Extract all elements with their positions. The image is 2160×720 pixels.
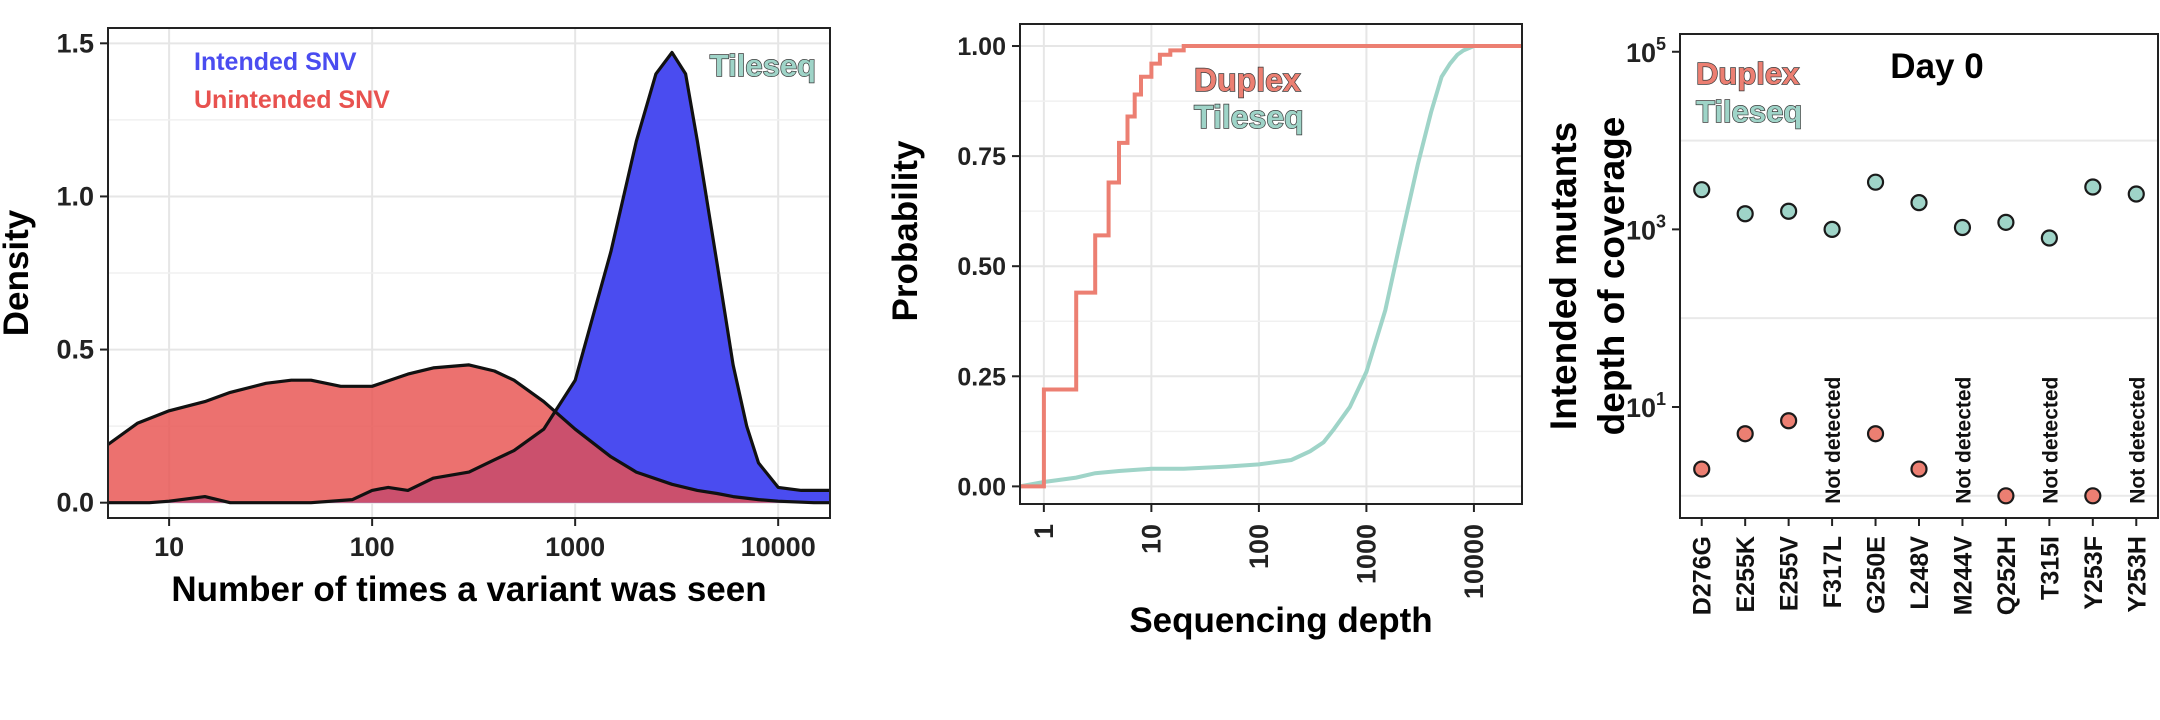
coverage-x-tick-label: Y253H xyxy=(2123,536,2151,612)
coverage-title: Day 0 xyxy=(1890,47,1983,86)
coverage-y-tick-label: 101 xyxy=(1626,389,1666,423)
coverage-y-tick-label: 103 xyxy=(1626,211,1666,245)
density-y-tick-label: 0.5 xyxy=(56,335,94,365)
density-ticks: 10 100 1000 10000 0.0 0.5 1.0 1.5 xyxy=(56,28,815,562)
density-y-axis-label: Density xyxy=(0,209,36,336)
density-x-axis-label: Number of times a variant was seen xyxy=(171,570,766,609)
density-legend-intended: Intended SNV xyxy=(194,48,357,76)
density-y-tick-label: 1.0 xyxy=(56,181,94,211)
coverage-point-tileseq xyxy=(2084,178,2102,196)
density-frame xyxy=(107,27,831,519)
coverage-point-tileseq xyxy=(1780,202,1798,220)
ecdf-line-tileseq xyxy=(1019,44,1522,489)
coverage-point-tileseq xyxy=(2127,185,2145,203)
coverage-point-duplex xyxy=(1866,425,1885,443)
ecdf-line-duplex xyxy=(1020,44,1522,489)
density-area-unintended xyxy=(108,364,830,503)
density-outline-intended xyxy=(108,50,830,505)
ecdf-y-tick-label: 0.50 xyxy=(957,253,1006,281)
coverage-panel: Not detected Not detected Not detected Not … xyxy=(1543,33,2159,615)
coverage-point-tileseq xyxy=(1953,218,1972,237)
density-y-tick-label: 0.0 xyxy=(56,488,94,518)
ecdf-x-tick-label: 100 xyxy=(1244,524,1274,569)
density-x-tick-label: 1000 xyxy=(545,532,605,562)
coverage-x-tick-label: Q252H xyxy=(1993,536,2021,615)
ecdf-frame xyxy=(1019,23,1523,505)
density-legend-unintended: Unintended SNV xyxy=(194,86,390,114)
ecdf-legend-duplex: Duplex xyxy=(1194,62,1301,98)
ecdf-lines xyxy=(1019,44,1522,489)
coverage-not-detected-label: Not detected xyxy=(2126,377,2149,504)
coverage-grid xyxy=(1680,139,2158,497)
coverage-marks: Not detected Not detected Not detected Not … xyxy=(1693,173,2149,505)
density-y-tick-label: 1.5 xyxy=(56,28,94,58)
density-x-tick-label: 10 xyxy=(154,532,184,562)
coverage-point-duplex xyxy=(2084,487,2102,505)
coverage-y-tick-label: 105 xyxy=(1626,34,1666,68)
density-outline-unintended xyxy=(107,363,830,505)
ecdf-ticks: 1 10 100 1000 10000 0.00 0.25 0.50 0.75 1.00 xyxy=(957,33,1489,599)
coverage-x-tick-label: T315I xyxy=(2036,536,2064,600)
density-annotation-tileseq: Tileseq xyxy=(710,48,816,83)
coverage-x-tick-label: F317L xyxy=(1819,536,1847,608)
ecdf-x-tick-label: 1000 xyxy=(1351,524,1381,584)
coverage-x-tick-label: Y253F xyxy=(2080,536,2108,610)
coverage-legend-duplex: Duplex xyxy=(1696,56,1800,91)
ecdf-y-tick-label: 0.25 xyxy=(957,363,1006,391)
coverage-not-detected-label: Not detected xyxy=(1952,377,1975,504)
ecdf-plot-background xyxy=(1020,24,1522,504)
coverage-x-tick-label: D276G xyxy=(1689,536,1717,615)
coverage-point-tileseq xyxy=(1736,205,1754,223)
coverage-x-tick-label: E255K xyxy=(1732,536,1760,612)
ecdf-y-tick-label: 0.75 xyxy=(957,143,1006,171)
coverage-x-tick-label: L248V xyxy=(1906,536,1934,610)
coverage-not-detected-label: Not detected xyxy=(1822,377,1845,504)
ecdf-y-tick-label: 1.00 xyxy=(957,33,1006,61)
coverage-point-tileseq xyxy=(1823,220,1841,238)
coverage-x-tick-label: E255V xyxy=(1776,536,1804,611)
coverage-plot-background xyxy=(1680,34,2158,518)
coverage-x-tick-label: G250E xyxy=(1863,536,1891,614)
coverage-point-tileseq xyxy=(1997,213,2015,231)
coverage-point-tileseq xyxy=(1693,181,1711,199)
coverage-point-duplex xyxy=(1693,460,1711,478)
density-areas xyxy=(107,50,830,505)
coverage-y-axis-label-line2: depth of coverage xyxy=(1591,117,1632,436)
coverage-point-duplex xyxy=(1910,460,1928,478)
ecdf-panel: 1 10 100 1000 10000 0.00 0.25 0.50 0.75 1.00 Dupl… xyxy=(886,23,1523,640)
ecdf-legend-tileseq: Tileseq xyxy=(1194,99,1304,135)
ecdf-y-tick-label: 0.00 xyxy=(957,473,1006,501)
coverage-ticks: 101 103 105 D276G E255K E255V F317L G250E L248V M… xyxy=(1626,34,2151,615)
coverage-point-tileseq xyxy=(1910,194,1928,212)
coverage-point-tileseq xyxy=(1866,173,1885,191)
coverage-y-axis-label-line1: Intended mutants xyxy=(1543,122,1584,430)
ecdf-y-axis-label: Probability xyxy=(886,140,925,321)
coverage-not-detected-label: Not detected xyxy=(2039,377,2062,504)
density-x-tick-label: 100 xyxy=(350,532,395,562)
coverage-point-duplex xyxy=(1997,487,2015,505)
ecdf-x-tick-label: 10000 xyxy=(1459,524,1489,599)
coverage-x-tick-label: M244V xyxy=(1949,536,1977,616)
density-x-tick-label: 10000 xyxy=(741,532,816,562)
coverage-legend-tileseq: Tileseq xyxy=(1696,94,1802,129)
ecdf-grid xyxy=(1020,24,1522,504)
coverage-point-duplex xyxy=(1780,412,1798,430)
coverage-point-duplex xyxy=(1736,425,1754,443)
density-area-intended xyxy=(108,52,830,503)
ecdf-x-tick-label: 1 xyxy=(1029,524,1059,539)
coverage-point-tileseq xyxy=(2040,229,2058,247)
ecdf-x-axis-label: Sequencing depth xyxy=(1129,601,1432,640)
ecdf-x-tick-label: 10 xyxy=(1136,524,1166,554)
